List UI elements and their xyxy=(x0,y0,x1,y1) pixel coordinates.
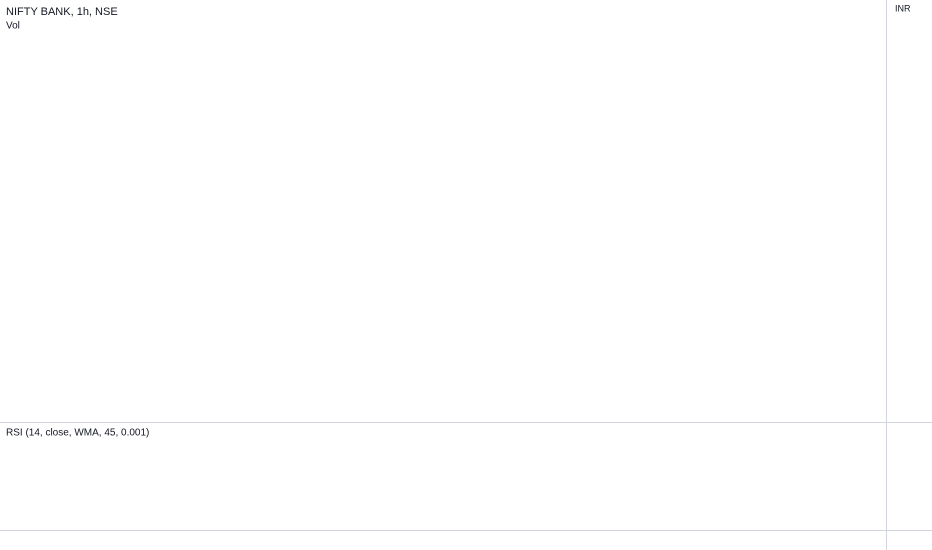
currency-label: INR xyxy=(895,3,911,13)
volume-legend: Vol xyxy=(6,21,20,32)
chart-title: NIFTY BANK, 1h, NSE xyxy=(6,6,118,18)
rsi-legend: RSI (14, close, WMA, 45, 0.001) xyxy=(6,428,149,439)
